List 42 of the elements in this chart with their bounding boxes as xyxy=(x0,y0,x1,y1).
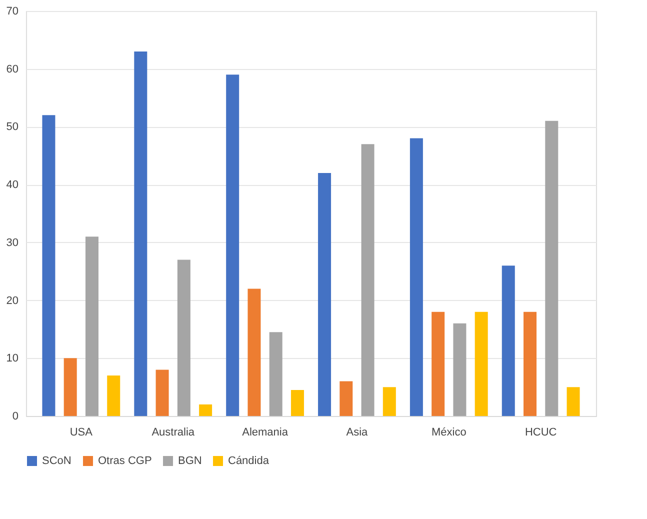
y-tick-label: 60 xyxy=(6,63,18,76)
bar xyxy=(64,358,77,416)
y-tick-label: 40 xyxy=(6,179,18,192)
bar xyxy=(107,376,120,416)
y-tick-label: 30 xyxy=(6,236,18,249)
bar xyxy=(156,370,169,416)
bar xyxy=(248,288,261,416)
bar xyxy=(199,404,212,416)
bar xyxy=(566,387,580,416)
bar xyxy=(545,120,558,416)
x-tick-label: México xyxy=(431,426,466,438)
bar xyxy=(177,260,190,416)
bar xyxy=(42,115,56,416)
y-tick-label: 70 xyxy=(6,6,18,18)
x-tick-label: Alemania xyxy=(242,426,289,438)
bar xyxy=(474,312,488,416)
bar xyxy=(410,138,423,416)
y-tick-label: 10 xyxy=(6,352,18,365)
bar xyxy=(340,381,353,416)
bar xyxy=(453,323,466,416)
bar xyxy=(502,266,515,416)
bar xyxy=(382,387,396,416)
y-tick-label: 50 xyxy=(6,121,18,134)
bar xyxy=(361,144,374,416)
legend-label: Cándida xyxy=(228,455,270,467)
x-tick-label: Australia xyxy=(152,426,196,438)
x-tick-label: USA xyxy=(70,426,94,438)
legend-label: SCoN xyxy=(42,455,72,467)
bar xyxy=(269,332,282,416)
bar xyxy=(226,74,240,416)
x-tick-label: HCUC xyxy=(524,426,557,438)
bar xyxy=(318,173,332,416)
bar xyxy=(290,390,304,416)
bar xyxy=(85,236,98,416)
legend-label: BGN xyxy=(178,455,202,467)
y-tick-label: 20 xyxy=(6,294,18,307)
bar xyxy=(524,312,537,416)
y-tick-label: 0 xyxy=(12,410,18,422)
bar xyxy=(134,52,148,416)
bar xyxy=(432,312,445,416)
legend-label: Otras CGP xyxy=(98,455,152,467)
x-tick-label: Asia xyxy=(346,426,369,438)
